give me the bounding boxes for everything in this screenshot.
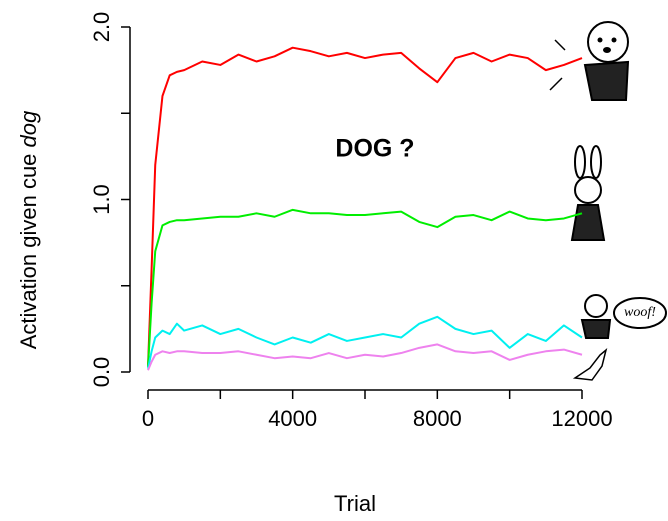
dog-small-doodle: woof! (572, 294, 667, 381)
annotation: DOG ? (335, 135, 414, 163)
y-tick-label: 1.0 (89, 184, 114, 215)
series-line (147, 343, 583, 371)
series-line (147, 208, 583, 367)
annotation: woof! (624, 305, 656, 320)
x-tick-label: 12000 (551, 406, 612, 431)
y-label-italic: dog (16, 110, 41, 147)
x-tick-label: 8000 (413, 406, 462, 431)
y-label-text: Activation given cue (16, 154, 41, 350)
x-tick-label: 4000 (268, 406, 317, 431)
y-axis-label: Activation given cue dog (16, 110, 41, 349)
x-axis-label: Trial (334, 491, 376, 516)
dog-doodle (549, 21, 630, 101)
x-tick-label: 0 (142, 406, 154, 431)
series-line (147, 46, 583, 367)
y-tick-label: 2.0 (89, 12, 114, 43)
rabbit-doodle (570, 145, 606, 241)
y-tick-label: 0.0 (89, 357, 114, 388)
series-line (147, 315, 583, 369)
